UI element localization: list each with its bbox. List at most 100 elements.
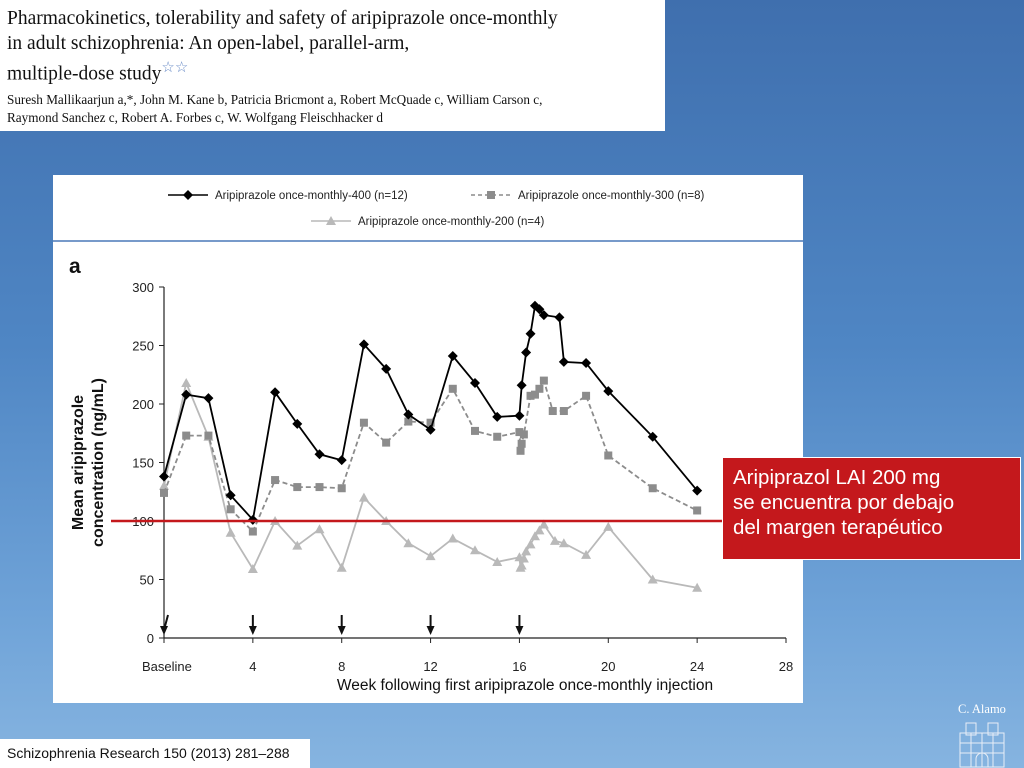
paper-authors-line: Suresh Mallikaarjun a,*, John M. Kane b,…: [7, 92, 543, 107]
data-point: [159, 471, 169, 482]
injection-arrowhead: [426, 626, 435, 635]
data-point: [693, 506, 702, 515]
y-tick-label: 300: [132, 280, 154, 295]
data-point: [582, 391, 591, 400]
legend-marker-3: [326, 216, 336, 225]
data-point: [248, 527, 257, 536]
paper-header: Pharmacokinetics, tolerability and safet…: [0, 0, 665, 131]
data-point: [447, 351, 458, 362]
data-point: [425, 551, 436, 561]
data-point: [516, 446, 525, 455]
data-point: [518, 553, 529, 563]
data-point: [314, 524, 325, 534]
injection-arrowhead: [337, 626, 346, 635]
y-axis-title-line: Mean aripiprazole: [70, 395, 87, 530]
data-point: [647, 574, 658, 584]
building-icon: [959, 722, 1005, 768]
series-line-1: [163, 304, 698, 522]
data-point: [203, 393, 214, 404]
data-point: [447, 533, 458, 543]
data-point: [548, 407, 557, 416]
x-tick-label: 16: [512, 659, 526, 674]
x-tick-label: 28: [779, 659, 793, 674]
data-point: [492, 411, 503, 422]
data-point: [470, 545, 480, 555]
x-tick-label: 12: [423, 659, 437, 674]
data-point: [271, 476, 280, 485]
data-point: [519, 430, 528, 439]
panel-label: a: [69, 255, 81, 278]
data-point: [538, 310, 549, 321]
legend-marker-1: [183, 190, 193, 200]
data-point: [493, 432, 502, 441]
data-point: [516, 560, 527, 570]
data-point: [226, 505, 235, 514]
data-point: [182, 431, 191, 440]
data-point: [604, 451, 613, 460]
data-point: [270, 387, 281, 398]
data-point: [159, 480, 169, 490]
injection-arrowhead: [248, 626, 257, 635]
callout-line: se encuentra por debajo: [733, 491, 955, 514]
data-point: [403, 409, 414, 420]
data-point: [529, 531, 540, 541]
x-tick-label: 8: [338, 659, 345, 674]
data-point: [526, 391, 535, 400]
data-point: [517, 439, 526, 448]
data-point: [336, 455, 347, 466]
legend-marker-2: [487, 191, 495, 199]
chart-panel: Aripiprazole once-monthly-400 (n=12) Arip…: [53, 175, 803, 703]
paper-title-line: Pharmacokinetics, tolerability and safet…: [7, 8, 558, 29]
data-point: [225, 490, 236, 501]
data-point: [559, 407, 568, 416]
injection-arrowhead: [160, 626, 168, 635]
data-point: [581, 358, 592, 369]
legend-label: Aripiprazole once-monthly-300 (n=8): [518, 190, 705, 202]
data-point: [426, 418, 435, 427]
y-tick-label: 50: [140, 573, 154, 588]
callout-line: del margen terapéutico: [733, 516, 943, 539]
data-point: [558, 356, 569, 367]
journal-reference: Schizophrenia Research 150 (2013) 281–28…: [0, 739, 310, 768]
data-point: [160, 488, 168, 497]
data-point: [534, 525, 545, 535]
data-point: [692, 485, 703, 496]
data-point: [471, 426, 479, 435]
data-point: [225, 527, 236, 537]
data-point: [647, 431, 658, 442]
data-point: [538, 519, 549, 529]
data-point: [648, 484, 657, 493]
data-point: [525, 539, 536, 549]
signature-text: C. Alamo: [958, 702, 1006, 716]
data-point: [358, 492, 369, 502]
data-point: [530, 390, 539, 399]
y-tick-label: 0: [147, 631, 154, 646]
y-tick-label: 200: [132, 397, 154, 412]
data-point: [603, 386, 614, 397]
data-point: [181, 377, 192, 387]
y-tick-label: 150: [132, 456, 154, 471]
data-point: [549, 535, 560, 545]
paper-title-line-text: multiple-dose study: [7, 63, 162, 85]
x-axis-title: Week following first aripiprazole once-m…: [337, 677, 713, 694]
x-tick-label: 4: [249, 659, 256, 674]
data-point: [336, 562, 347, 572]
data-point: [603, 521, 614, 531]
pk-line-chart: Aripiprazole once-monthly-400 (n=12) Arip…: [53, 190, 803, 694]
injection-arrowhead: [515, 626, 524, 635]
y-axis-title-line: concentration (ng/mL): [90, 378, 107, 547]
paper-authors-line: Raymond Sanchez c, Robert A. Forbes c, W…: [7, 110, 383, 125]
x-tick-label: Baseline: [142, 659, 192, 674]
data-point: [315, 483, 324, 492]
callout-line: Aripiprazol LAI 200 mg: [733, 466, 941, 489]
data-point: [359, 418, 368, 427]
data-point: [492, 556, 503, 566]
data-point: [381, 363, 392, 374]
legend-label: Aripiprazole once-monthly-400 (n=12): [215, 190, 408, 202]
data-point: [247, 563, 258, 573]
data-point: [525, 328, 536, 339]
signature-logo: C. Alamo: [944, 701, 1022, 768]
x-tick-label: 24: [690, 659, 704, 674]
x-tick-label: 20: [601, 659, 615, 674]
data-point: [314, 449, 325, 460]
